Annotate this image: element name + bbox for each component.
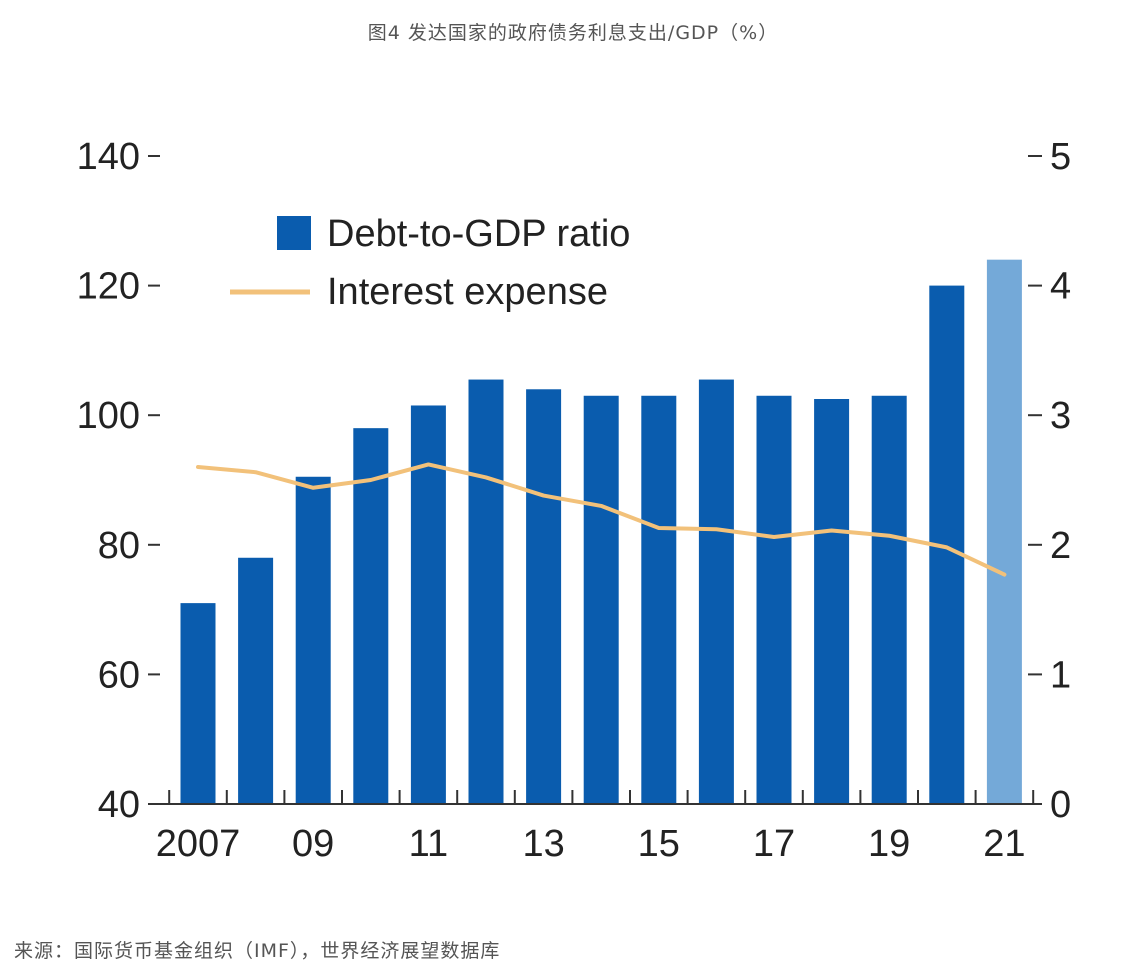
x-tick-label: 15 bbox=[638, 823, 680, 865]
debt-bar bbox=[756, 395, 792, 804]
debt-bar bbox=[180, 603, 216, 804]
debt-bar bbox=[583, 395, 619, 804]
debt-bar bbox=[986, 259, 1022, 804]
debt-bar bbox=[871, 395, 907, 804]
figure-title: 图4 发达国家的政府债务利息支出/GDP（%） bbox=[367, 22, 779, 44]
x-tick-label: 11 bbox=[409, 823, 448, 865]
interest-line bbox=[196, 462, 1007, 577]
left-y-tick-label: 140 bbox=[77, 136, 140, 178]
debt-bar bbox=[641, 395, 677, 804]
left-y-tick-label: 120 bbox=[77, 266, 140, 308]
right-y-tick-label: 0 bbox=[1050, 784, 1071, 826]
x-tick-label: 2007 bbox=[156, 823, 241, 865]
left-y-tick-label: 80 bbox=[98, 525, 140, 567]
right-y-tick-label: 1 bbox=[1050, 654, 1071, 696]
legend-label-debt: Debt-to-GDP ratio bbox=[327, 213, 630, 255]
left-y-tick-label: 40 bbox=[98, 784, 140, 826]
right-y-tick-label: 5 bbox=[1050, 136, 1071, 178]
x-tick-label: 17 bbox=[753, 823, 795, 865]
debt-bar bbox=[526, 389, 562, 804]
debt-bar bbox=[468, 379, 504, 804]
debt-bar bbox=[814, 399, 850, 804]
left-y-tick-label: 60 bbox=[98, 654, 140, 696]
legend-label-interest: Interest expense bbox=[327, 271, 608, 313]
debt-bar bbox=[295, 476, 331, 804]
figure-source: 来源：国际货币基金组织（IMF），世界经济展望数据库 bbox=[14, 940, 501, 962]
legend: Debt-to-GDP ratio Interest expense bbox=[230, 213, 630, 313]
x-tick-label: 09 bbox=[292, 823, 334, 865]
debt-bar bbox=[353, 428, 389, 804]
x-tick-label: 19 bbox=[868, 823, 910, 865]
right-y-tick-label: 3 bbox=[1050, 395, 1071, 437]
left-y-axis: 40 60 80 100 120 140 bbox=[77, 136, 160, 826]
debt-bar bbox=[698, 379, 734, 804]
x-axis: 2007 09 11 13 15 17 19 21 bbox=[148, 790, 1035, 865]
left-y-tick-label: 100 bbox=[77, 395, 140, 437]
legend-swatch-debt bbox=[277, 216, 311, 250]
right-y-tick-label: 4 bbox=[1050, 266, 1071, 308]
right-y-axis: 0 1 2 3 4 5 bbox=[1028, 136, 1071, 826]
debt-bars bbox=[180, 259, 1022, 805]
debt-bar bbox=[238, 557, 274, 804]
right-y-tick-label: 2 bbox=[1050, 525, 1071, 567]
x-tick-label: 13 bbox=[522, 823, 564, 865]
debt-bar bbox=[410, 405, 446, 804]
x-tick-label: 21 bbox=[983, 823, 1025, 865]
